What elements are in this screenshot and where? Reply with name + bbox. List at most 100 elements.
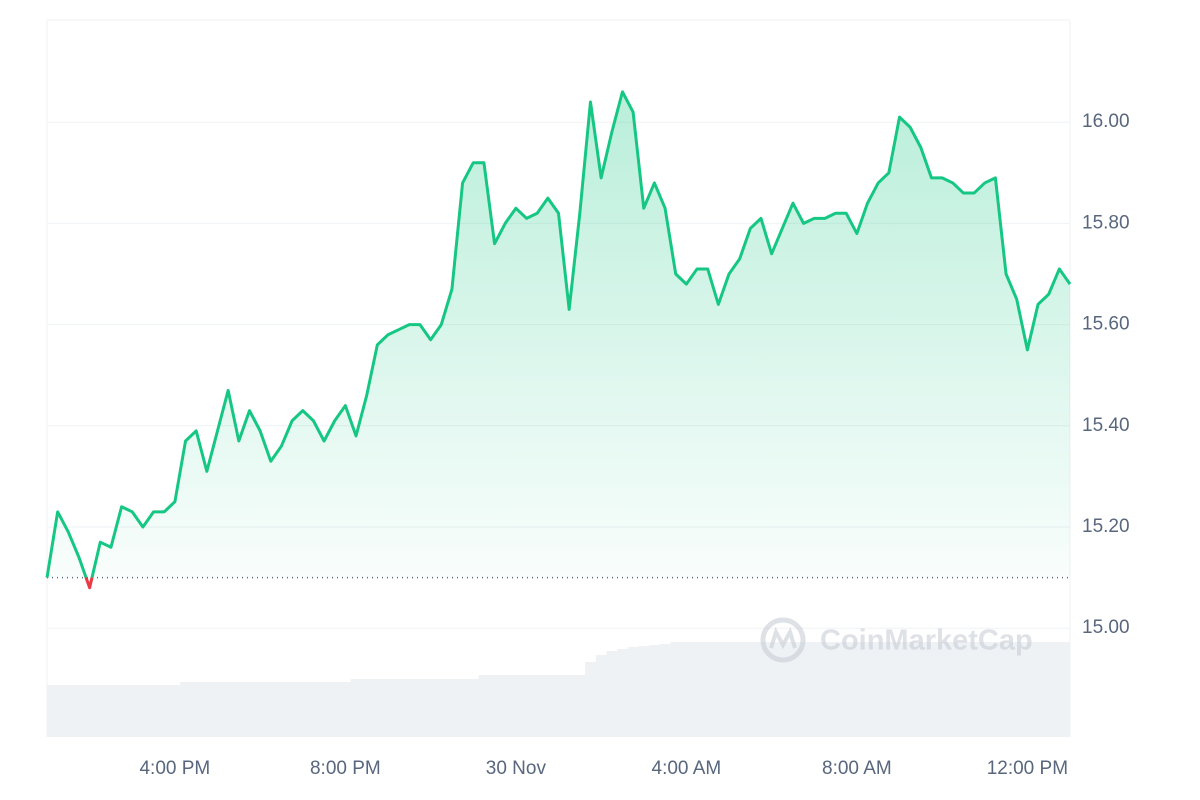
volume-bar — [904, 642, 916, 737]
volume-bar — [595, 655, 607, 737]
volume-bar — [734, 642, 746, 737]
volume-bar — [372, 679, 384, 737]
price-area — [47, 91, 1070, 578]
volume-bar — [1054, 642, 1066, 737]
volume-bar — [627, 647, 639, 737]
volume-bar — [361, 679, 373, 737]
volume-bar — [297, 682, 309, 737]
volume-bar — [670, 642, 682, 737]
volume-bar — [638, 646, 650, 737]
volume-bar — [318, 682, 330, 737]
volume-bar — [414, 679, 426, 737]
volume-bar — [915, 642, 927, 737]
volume-bar — [350, 679, 362, 737]
volume-bar — [254, 682, 266, 737]
volume-bar — [84, 685, 96, 737]
volume-bar — [531, 675, 544, 737]
volume-bar — [649, 645, 661, 737]
volume-bar — [862, 642, 874, 737]
volume-bar — [393, 679, 405, 737]
volume-bar — [180, 682, 192, 737]
x-tick-label: 8:00 AM — [822, 758, 892, 779]
volume-bar — [308, 682, 320, 737]
volume-bar — [755, 642, 767, 737]
volume-bar — [222, 682, 234, 737]
volume-bar — [553, 675, 565, 737]
volume-bar — [766, 642, 778, 737]
volume-bar — [606, 651, 618, 737]
volume-bar — [1064, 642, 1071, 737]
volume-bar — [617, 649, 629, 737]
volume-bar — [329, 682, 341, 737]
volume-bar — [148, 685, 160, 737]
volume-bar — [585, 662, 597, 737]
volume-bar — [105, 685, 117, 737]
x-tick-label: 30 Nov — [486, 758, 547, 779]
volume-bar — [851, 642, 863, 737]
volume-bar — [190, 682, 203, 737]
watermark-text: CoinMarketCap — [820, 625, 1033, 657]
volume-bar — [265, 682, 277, 737]
y-tick-label: 15.00 — [1082, 617, 1130, 638]
volume-bar — [52, 685, 64, 737]
volume-bar — [489, 675, 501, 737]
volume-bar — [73, 685, 85, 737]
volume-bar — [94, 685, 107, 737]
volume-bar — [446, 679, 458, 737]
volume-bar — [808, 642, 821, 737]
volume-bar — [958, 642, 970, 737]
volume-bar — [1000, 642, 1012, 737]
volume-bar — [1043, 642, 1055, 737]
volume-bar — [201, 682, 213, 737]
volume-bar — [403, 679, 416, 737]
watermark-logo — [760, 617, 806, 663]
volume-bar — [574, 675, 586, 737]
volume-bar — [659, 644, 671, 737]
volume-bar — [787, 642, 799, 737]
volume-bar — [467, 679, 480, 737]
volume-bar — [1011, 642, 1023, 737]
volume-bar — [510, 675, 522, 737]
x-tick-label: 4:00 PM — [139, 758, 210, 779]
volume-bar — [425, 679, 437, 737]
volume-bar — [1022, 642, 1034, 737]
volume-bar — [137, 685, 149, 737]
volume-bar — [521, 675, 533, 737]
volume-bar — [840, 642, 853, 737]
y-tick-label: 15.80 — [1082, 212, 1130, 233]
volume-bar — [723, 642, 735, 737]
volume-bar — [435, 679, 448, 737]
x-tick-label: 8:00 PM — [310, 758, 381, 779]
volume-bar — [1032, 642, 1044, 737]
x-tick-label: 4:00 AM — [652, 758, 722, 779]
volume-bar — [126, 685, 139, 737]
volume-bar — [478, 675, 490, 737]
volume-bar — [212, 682, 224, 737]
volume-bar — [499, 675, 512, 737]
volume-bar — [47, 685, 53, 737]
y-tick-label: 15.60 — [1082, 314, 1130, 335]
volume-bar — [542, 675, 554, 737]
y-tick-label: 15.20 — [1082, 516, 1130, 537]
volume-bar — [244, 682, 256, 737]
volume-bar — [340, 682, 352, 737]
volume-bar — [681, 642, 693, 737]
watermark-logo — [769, 626, 797, 650]
volume-bar — [62, 685, 75, 737]
volume-bar — [936, 642, 948, 737]
volume-bar — [702, 642, 714, 737]
volume-bar — [776, 642, 789, 737]
volume-bar — [883, 642, 895, 737]
volume-bar — [819, 642, 831, 737]
volume-bar — [713, 642, 725, 737]
y-tick-label: 16.00 — [1082, 111, 1130, 132]
volume-bar — [233, 682, 245, 737]
volume-bar — [563, 675, 575, 737]
price-line — [45, 90, 1072, 590]
y-tick-label: 15.40 — [1082, 415, 1130, 436]
volume-bar — [872, 642, 885, 737]
volume-bar — [169, 685, 181, 737]
volume-bar — [286, 682, 298, 737]
